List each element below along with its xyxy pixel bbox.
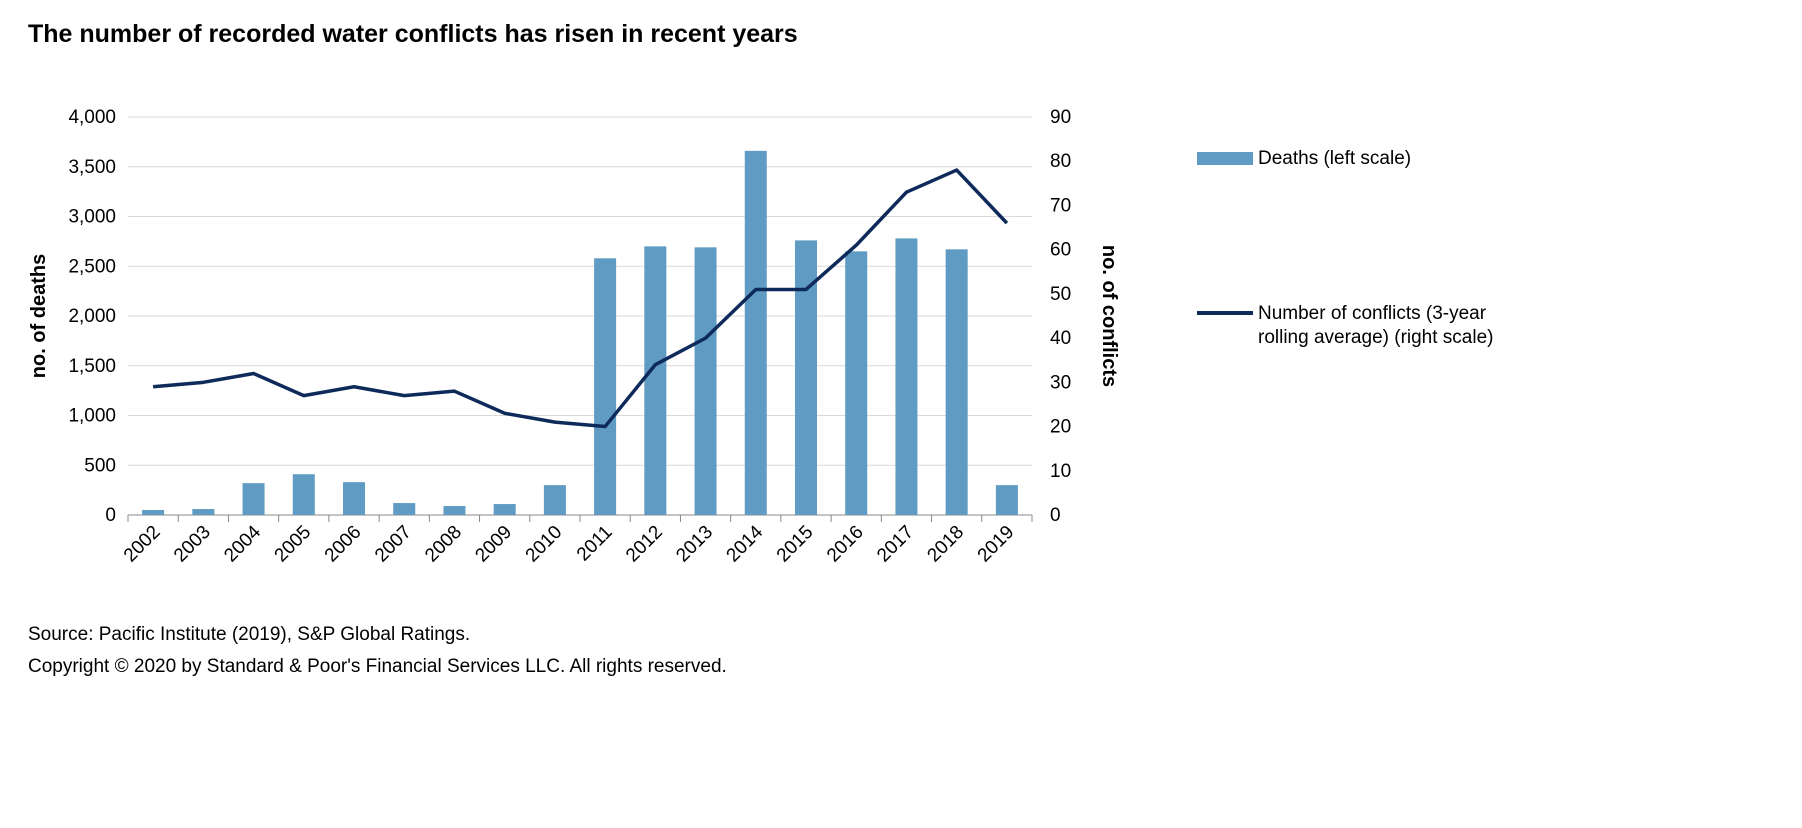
left-tick-label: 1,500: [68, 356, 116, 377]
legend-deaths-label: Deaths (left scale): [1258, 148, 1412, 169]
bar-deaths-2012: [644, 246, 667, 515]
bar-deaths-2010: [543, 485, 566, 515]
x-tick-label: 2019: [974, 522, 1019, 567]
left-axis-title: no. of deaths: [28, 254, 50, 378]
left-tick-label: 0: [105, 505, 116, 526]
chart-title: The number of recorded water conflicts h…: [28, 20, 798, 48]
bar-deaths-2014: [744, 150, 767, 515]
x-tick-label: 2003: [170, 522, 215, 567]
bar-deaths-2013: [694, 247, 717, 515]
bar-deaths-2019: [995, 485, 1018, 515]
x-tick-label: 2008: [421, 522, 466, 567]
right-axis-title: no. of conflicts: [1098, 245, 1120, 387]
left-tick-label: 4,000: [68, 107, 116, 128]
bar-deaths-2007: [393, 503, 416, 515]
left-tick-label: 3,500: [68, 157, 116, 178]
bar-deaths-2017: [895, 238, 918, 515]
bar-deaths-2018: [945, 249, 968, 515]
bar-deaths-2003: [192, 509, 215, 515]
right-tick-label: 0: [1050, 505, 1061, 526]
x-tick-label: 2006: [321, 522, 366, 567]
left-tick-label: 1,000: [68, 406, 116, 427]
right-tick-label: 40: [1050, 328, 1071, 349]
right-tick-label: 80: [1050, 151, 1071, 172]
left-tick-label: 2,000: [68, 306, 116, 327]
x-tick-label: 2016: [823, 522, 868, 567]
x-tick-label: 2014: [723, 521, 768, 566]
x-tick-label: 2013: [672, 522, 717, 567]
right-tick-label: 60: [1050, 240, 1071, 261]
bar-deaths-2002: [142, 510, 165, 515]
copyright-note: Copyright © 2020 by Standard & Poor's Fi…: [28, 656, 727, 677]
right-tick-label: 90: [1050, 107, 1071, 128]
legend-bar-swatch: [1197, 152, 1253, 165]
legend-conflicts-label: Number of conflicts (3-year rolling aver…: [1258, 303, 1494, 348]
x-tick-label: 2004: [220, 521, 265, 566]
x-tick-label: 2002: [120, 522, 165, 567]
x-tick-label: 2012: [622, 522, 667, 567]
right-tick-label: 30: [1050, 372, 1071, 393]
right-tick-label: 20: [1050, 417, 1071, 438]
right-tick-label: 70: [1050, 195, 1071, 216]
x-tick-label: 2011: [573, 522, 617, 566]
x-tick-label: 2015: [773, 522, 818, 567]
x-tick-label: 2009: [471, 522, 516, 567]
x-tick-label: 2018: [923, 522, 968, 567]
left-tick-label: 2,500: [68, 256, 116, 277]
right-tick-label: 10: [1050, 461, 1071, 482]
bar-deaths-2008: [443, 506, 466, 515]
bar-deaths-2004: [242, 483, 265, 515]
right-tick-label: 50: [1050, 284, 1071, 305]
source-note: Source: Pacific Institute (2019), S&P Gl…: [28, 624, 471, 645]
bar-deaths-2005: [292, 474, 315, 515]
bar-deaths-2011: [594, 258, 617, 515]
left-tick-label: 500: [84, 455, 116, 476]
x-tick-label: 2010: [522, 522, 567, 567]
left-tick-label: 3,000: [68, 207, 116, 228]
line-conflicts: [152, 168, 1009, 429]
x-tick-label: 2007: [371, 522, 416, 567]
bar-deaths-2006: [343, 482, 365, 515]
bar-deaths-2015: [795, 240, 817, 515]
bar-deaths-2016: [845, 251, 868, 515]
bar-deaths-2009: [493, 504, 516, 515]
x-tick-label: 2005: [271, 522, 316, 567]
x-tick-label: 2017: [873, 522, 918, 567]
